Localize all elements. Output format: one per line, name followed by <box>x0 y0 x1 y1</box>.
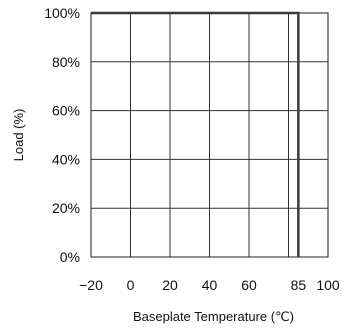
x-tick-label: 85 <box>291 277 307 293</box>
series-layer <box>91 11 300 257</box>
y-tick-label: 80% <box>52 54 80 70</box>
x-tick-label: 20 <box>162 277 178 293</box>
x-tick-label: 0 <box>127 277 135 293</box>
x-tick-label: 100 <box>316 277 340 293</box>
y-tick-label: 0% <box>60 249 80 265</box>
y-tick-label: 100% <box>44 5 80 21</box>
y-tick-label: 20% <box>52 200 80 216</box>
grid-layer <box>91 13 328 257</box>
y-tick-labels: 0% 20% 40% 60% 80% 100% <box>44 5 80 265</box>
x-tick-label: −20 <box>79 277 103 293</box>
x-axis-title: Baseplate Temperature (℃) <box>133 309 294 324</box>
y-tick-label: 40% <box>52 151 80 167</box>
derating-curve <box>91 11 300 257</box>
x-tick-label: 40 <box>202 277 218 293</box>
x-tick-label: 60 <box>241 277 257 293</box>
y-axis-title: Load (%) <box>11 109 26 162</box>
y-tick-label: 60% <box>52 103 80 119</box>
x-tick-labels: −20 0 20 40 60 85 100 <box>79 277 340 293</box>
